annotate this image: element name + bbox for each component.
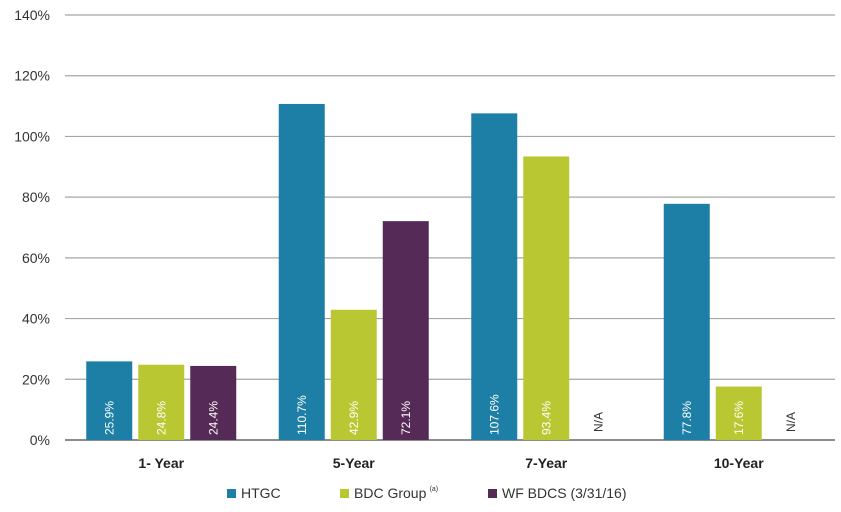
y-tick-label-60: 60% bbox=[22, 250, 50, 266]
legend-swatch-wf-bdcs-3-31-16 bbox=[488, 489, 497, 498]
y-axis-tick-labels: 0% 20% 40% 60% 80% 100% 120% 140% bbox=[14, 7, 50, 448]
y-tick-label-120: 120% bbox=[14, 68, 50, 84]
data-label-bdc-group-1-year: 24.8% bbox=[154, 401, 168, 435]
x-tick-label-1-year: 1- Year bbox=[138, 455, 184, 471]
bar-bdc-group-7-year bbox=[523, 156, 570, 440]
data-label-htgc-7-year: 107.6% bbox=[487, 394, 501, 435]
data-label-bdc-group-10-year: 17.6% bbox=[732, 401, 746, 435]
x-axis-category-labels: 1- Year 5-Year 7-Year 10-Year bbox=[138, 455, 764, 471]
legend-label-wf-bdcs-3-31-16: WF BDCS (3/31/16) bbox=[502, 485, 626, 501]
bar-htgc-1-year bbox=[86, 361, 133, 440]
data-label-wf-bdcs-3-31-16-1-year: 24.4% bbox=[206, 401, 220, 435]
legend: HTGC BDC Group (a) WF BDCS (3/31/16) bbox=[227, 485, 626, 501]
bar-htgc-7-year bbox=[471, 113, 518, 440]
legend-footnote-bdc-group: (a) bbox=[430, 486, 439, 493]
y-tick-label-0: 0% bbox=[30, 432, 50, 448]
legend-label-bdc-group: BDC Group bbox=[354, 485, 427, 501]
bar-bdc-group-1-year bbox=[138, 364, 185, 440]
bar-htgc-5-year bbox=[278, 103, 325, 441]
legend-swatch-htgc bbox=[227, 489, 236, 498]
x-tick-label-5-year: 5-Year bbox=[333, 455, 376, 471]
y-tick-label-40: 40% bbox=[22, 311, 50, 327]
bar-bdc-group-5-year bbox=[330, 309, 377, 440]
bar-bdc-group-10-year bbox=[715, 386, 762, 440]
data-label-wf-bdcs-3-31-16-5-year: 72.1% bbox=[399, 401, 413, 435]
data-label-htgc-1-year: 25.9% bbox=[102, 401, 116, 435]
bar-wf-bdcs-3-31-16-1-year bbox=[190, 365, 237, 440]
data-label-bdc-group-7-year: 93.4% bbox=[539, 401, 553, 435]
data-label-bdc-group-5-year: 42.9% bbox=[347, 401, 361, 435]
x-tick-label-10-year: 10-Year bbox=[714, 455, 764, 471]
data-label-htgc-5-year: 110.7% bbox=[295, 395, 309, 435]
data-label-htgc-10-year: 77.8% bbox=[680, 401, 694, 435]
legend-label-htgc: HTGC bbox=[241, 485, 281, 501]
bars bbox=[86, 103, 762, 441]
y-tick-label-140: 140% bbox=[14, 7, 50, 23]
legend-swatch-bdc-group bbox=[340, 489, 349, 498]
y-tick-label-100: 100% bbox=[14, 128, 50, 144]
y-tick-label-80: 80% bbox=[22, 189, 50, 205]
data-label-wf-bdcs-3-31-16-7-year: N/A bbox=[591, 412, 605, 432]
y-tick-label-20: 20% bbox=[22, 371, 50, 387]
data-label-wf-bdcs-3-31-16-10-year: N/A bbox=[784, 412, 798, 432]
x-tick-label-7-year: 7-Year bbox=[525, 455, 568, 471]
bar-wf-bdcs-3-31-16-5-year bbox=[382, 221, 429, 440]
bar-htgc-10-year bbox=[663, 203, 710, 440]
bar-data-labels: 25.9% 24.8% 24.4% 110.7% 42.9% 72.1% 107.6% 93.… bbox=[102, 394, 798, 435]
